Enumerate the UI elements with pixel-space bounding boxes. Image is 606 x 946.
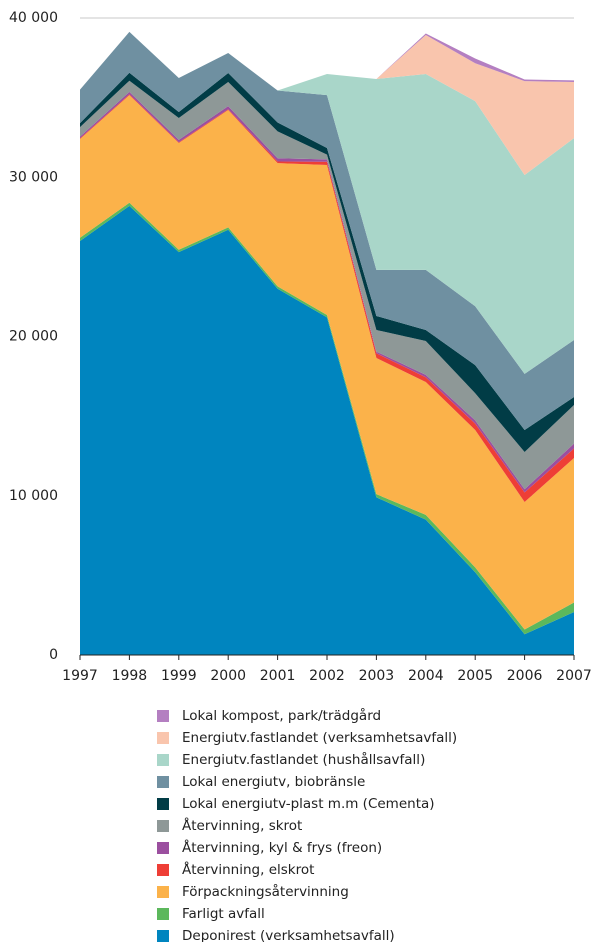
legend-label: Förpackningsåtervinning <box>182 883 349 900</box>
y-tick-label: 40 000 <box>9 10 58 26</box>
legend-label: Deponirest (verksamhetsavfall) <box>182 928 395 942</box>
area <box>80 31 574 374</box>
legend-swatch <box>157 732 169 744</box>
x-tick-label: 2004 <box>408 668 444 684</box>
x-tick-label: 2005 <box>457 668 493 684</box>
x-tick-label: 1997 <box>62 668 98 684</box>
legend-swatch <box>157 798 169 810</box>
legend-swatch <box>157 754 169 766</box>
legend-label: Lokal kompost, park/trädgård <box>182 707 381 724</box>
legend-label: Farligt avfall <box>182 906 265 922</box>
area <box>80 72 574 452</box>
area <box>80 31 574 430</box>
area <box>80 95 574 630</box>
y-tick-label: 20 000 <box>9 329 58 345</box>
legend-swatch <box>157 842 169 854</box>
legend-swatch <box>157 908 169 920</box>
area <box>80 80 574 490</box>
legend-label: Återvinning, elskrot <box>182 861 314 878</box>
x-tick-label: 2003 <box>359 668 395 684</box>
y-tick-label: 30 000 <box>9 169 58 185</box>
area <box>80 31 574 91</box>
legend-swatch <box>157 930 169 942</box>
legend-swatch <box>157 776 169 788</box>
legend-swatch <box>157 710 169 722</box>
area <box>80 31 574 176</box>
legend-label: Återvinning, skrot <box>182 817 302 834</box>
legend-label: Lokal energiutv, biobränsle <box>182 774 365 790</box>
legend-label: Återvinning, kyl & frys (freon) <box>182 839 382 856</box>
x-tick-label: 2000 <box>210 668 246 684</box>
y-tick-label: 0 <box>49 647 58 663</box>
legend-label: Lokal energiutv-plast m.m (Cementa) <box>182 796 435 812</box>
legend-swatch <box>157 820 169 832</box>
x-tick-label: 2002 <box>309 668 345 684</box>
legend-swatch <box>157 886 169 898</box>
area <box>80 205 574 656</box>
x-tick-label: 1999 <box>161 668 197 684</box>
x-tick-label: 2007 <box>556 668 592 684</box>
x-tick-label: 2001 <box>260 668 296 684</box>
legend-label: Energiutv.fastlandet (verksamhetsavfall) <box>182 730 457 746</box>
y-tick-label: 10 000 <box>9 488 58 504</box>
legend-label: Energiutv.fastlandet (hushållsavfall) <box>182 751 425 768</box>
x-tick-label: 1998 <box>112 668 148 684</box>
x-tick-label: 2006 <box>507 668 543 684</box>
legend-swatch <box>157 864 169 876</box>
